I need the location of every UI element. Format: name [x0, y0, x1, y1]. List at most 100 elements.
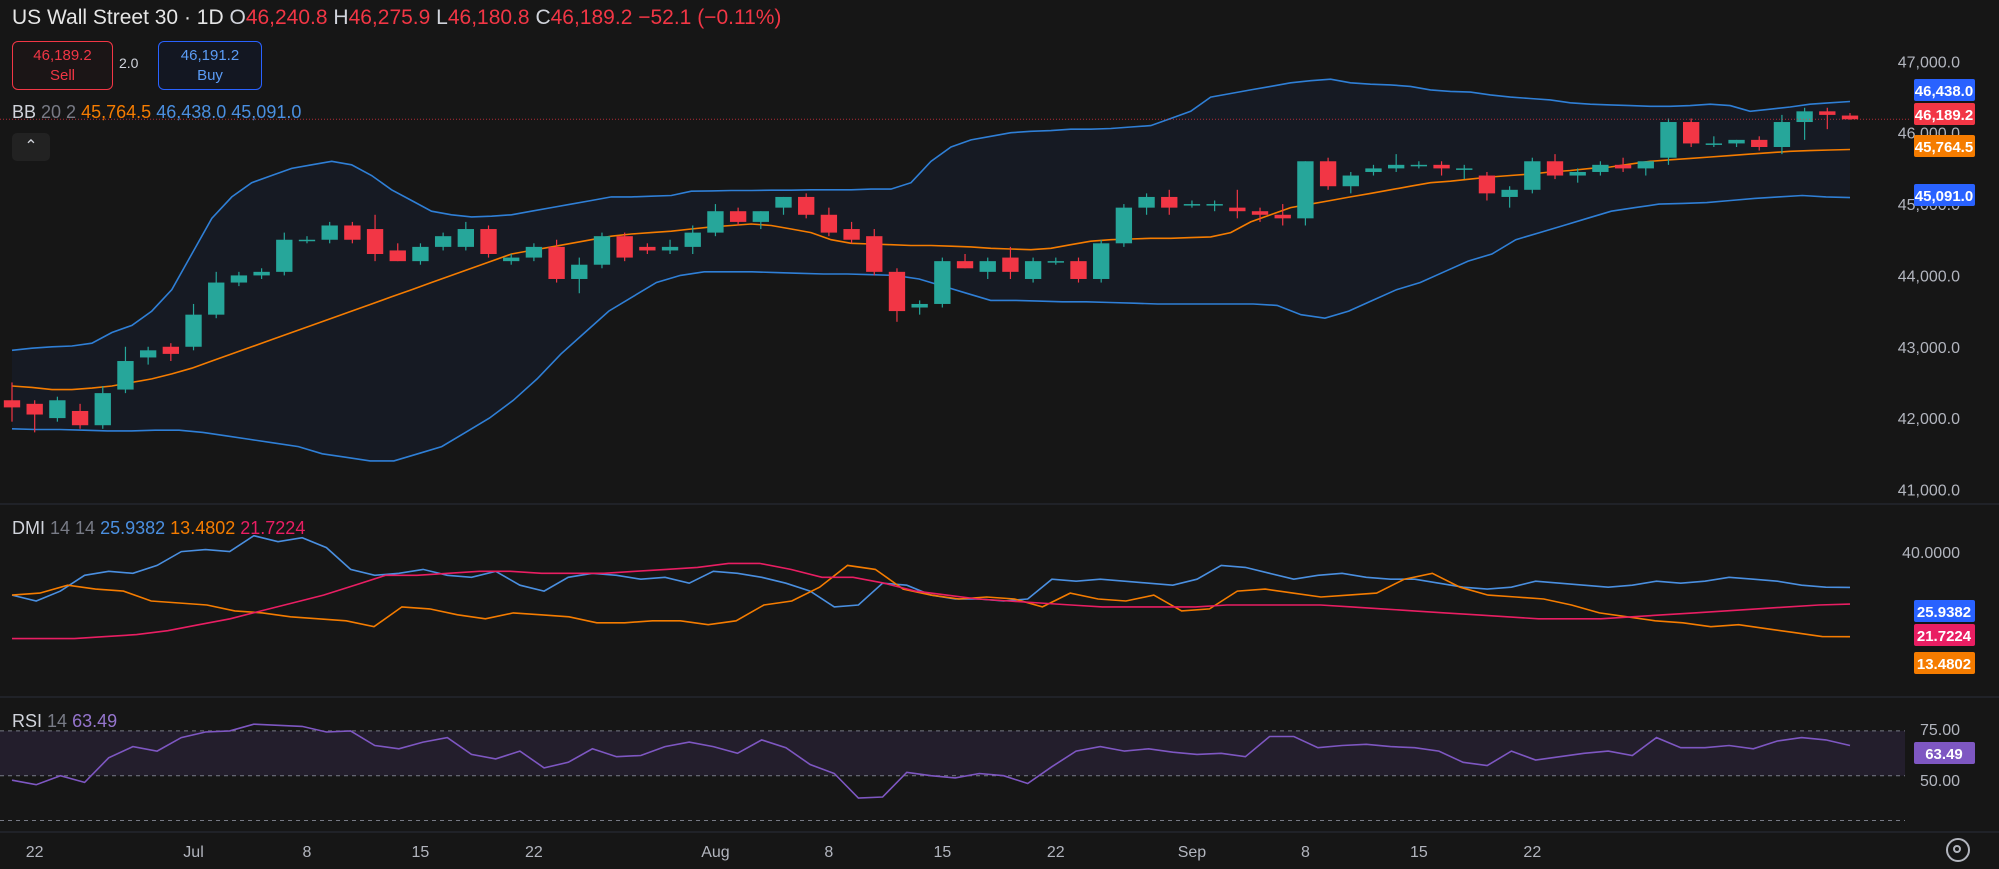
buy-button[interactable]: 46,191.2 Buy [158, 41, 262, 90]
collapse-chevron-up-icon[interactable]: ⌃ [12, 133, 50, 161]
candle-body [684, 232, 701, 247]
rsi-tag-label: 63.49 [1925, 746, 1963, 763]
symbol-title: US Wall Street 30 · 1D [12, 6, 224, 29]
rsi-axis-tick-label: 50.00 [1920, 773, 1960, 790]
sell-price: 46,189.2 [33, 47, 92, 64]
candle-body [49, 400, 66, 419]
low-value: 46,180.8 [447, 6, 530, 29]
candle-body [707, 211, 724, 233]
dmi-minus-tag [1914, 652, 1975, 674]
candle-body [366, 229, 384, 255]
candle-body [3, 400, 21, 408]
dmi-legend[interactable]: DMI 14 14 25.9382 13.4802 21.7224 [12, 518, 305, 539]
candle-body [616, 236, 633, 258]
candle-body [798, 196, 815, 215]
sell-button[interactable]: 46,189.2 Sell [12, 41, 113, 90]
candle-body [230, 275, 248, 283]
candle-body [434, 236, 452, 247]
open-label: O [229, 6, 246, 29]
candle-body [1569, 171, 1586, 176]
candle-body [139, 350, 157, 358]
rsi-params: 14 [47, 711, 68, 731]
candle-body [1841, 115, 1859, 120]
candle-body [94, 393, 111, 426]
candle-body [1796, 111, 1813, 123]
bb-basis-tag [1914, 135, 1975, 157]
candle-body [1002, 257, 1019, 272]
candle-body [1388, 164, 1405, 169]
candle-body [1115, 207, 1133, 244]
candle-body [661, 246, 679, 251]
candle-body [820, 214, 838, 233]
rsi-legend[interactable]: RSI 14 63.49 [12, 711, 117, 732]
dmi-minus-tag-label: 13.4802 [1917, 656, 1971, 673]
bb-name: BB [12, 102, 37, 122]
open-value: 46,240.8 [245, 6, 328, 29]
candle-body [548, 246, 565, 279]
candle-body [1319, 161, 1337, 187]
dmi-plus-tag-label: 25.9382 [1917, 604, 1971, 621]
close-value: 46,189.2 [550, 6, 633, 29]
price-axis-tick-label: 41,000.0 [1898, 482, 1960, 499]
candle-body [412, 246, 429, 262]
price-axis-tick-label: 43,000.0 [1898, 340, 1960, 357]
time-axis-label: 22 [26, 844, 44, 861]
time-axis-label: 15 [933, 844, 951, 861]
candle-body [1728, 139, 1745, 144]
rsi-tag [1914, 742, 1975, 764]
candle-body [1501, 189, 1518, 197]
dmi-params: 14 14 [50, 518, 96, 538]
candle-body [276, 239, 293, 272]
candle-body [1524, 161, 1541, 190]
close-label: C [535, 6, 551, 29]
bb-legend[interactable]: BB 20 2 45,764.5 46,438.0 45,091.0 [12, 102, 301, 123]
bb-upper-tag-label: 46,438.0 [1915, 83, 1973, 100]
candle-body [389, 250, 406, 262]
candle-body [1024, 261, 1042, 279]
price-axis-tick-label: 44,000.0 [1898, 268, 1960, 285]
bb-upper-line [11, 78, 1851, 352]
low-label: L [436, 6, 448, 29]
candle-body [117, 361, 134, 390]
rsi-axis-tick-label: 75.00 [1920, 722, 1960, 739]
bb-upper-tag [1914, 79, 1975, 101]
last-price-tag-label: 46,189.2 [1915, 107, 1973, 124]
buy-label: Buy [197, 67, 223, 84]
dmi-name: DMI [12, 518, 45, 538]
dmi-adx-line [12, 562, 1851, 640]
time-axis-label: 22 [1047, 844, 1065, 861]
chart-header: US Wall Street 30 · 1D O46,240.8 H46,275… [12, 6, 781, 30]
time-axis-label: Jul [183, 844, 203, 861]
candle-body [1070, 261, 1087, 279]
candle-body [1297, 161, 1314, 219]
change-value: −52.1 (−0.11%) [638, 6, 782, 29]
candle-body [503, 257, 520, 262]
rsi-value: 63.49 [72, 711, 118, 731]
candle-body [1433, 164, 1450, 169]
settings-gear-icon[interactable] [1946, 838, 1970, 862]
candle-body [934, 261, 951, 304]
time-axis-label: Sep [1178, 844, 1207, 861]
candle-body [1773, 122, 1791, 147]
candle-body [525, 246, 543, 258]
candle-body [1614, 164, 1632, 169]
dmi-plus-di-line [11, 534, 1851, 608]
time-axis-label: Aug [701, 844, 729, 861]
dmi-adx-value: 21.7224 [240, 518, 306, 538]
candle-body [1342, 175, 1359, 187]
bb-upper-value: 46,438.0 [156, 102, 227, 122]
candle-body [911, 303, 928, 308]
candle-body [1229, 207, 1246, 212]
candle-body [1410, 164, 1428, 167]
dmi-minus-value: 13.4802 [170, 518, 236, 538]
price-axis-tick-label: 42,000.0 [1898, 411, 1960, 428]
candle-body [1682, 122, 1700, 144]
candle-body [1251, 211, 1269, 215]
candle-body [253, 271, 270, 276]
candle-body [480, 229, 497, 255]
candle-body [1183, 204, 1201, 206]
dmi-axis-tick-label: 40.0000 [1902, 545, 1960, 562]
candle-body [775, 196, 792, 208]
candle-body [1161, 196, 1178, 208]
